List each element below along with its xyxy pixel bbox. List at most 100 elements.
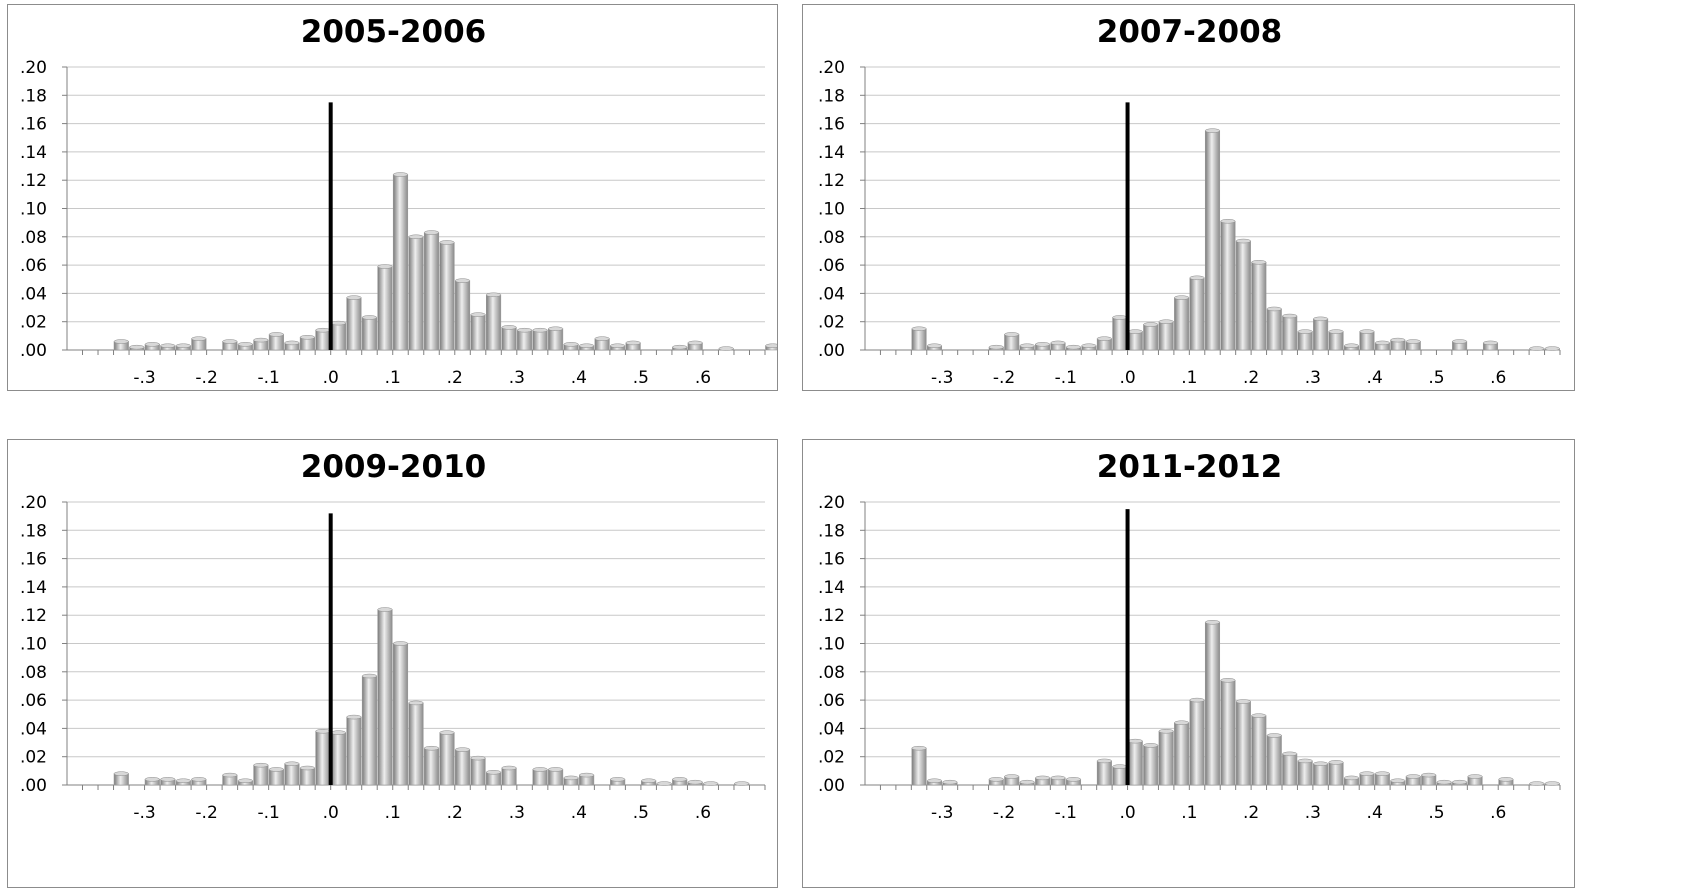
y-tick-label: .16 (20, 550, 47, 570)
y-tick-label: .14 (20, 143, 47, 163)
histogram-bar (517, 329, 533, 351)
bar-cap (1081, 343, 1097, 349)
bar-cap (517, 327, 533, 333)
y-tick-label: .12 (20, 171, 47, 191)
bar-cap (1174, 295, 1190, 300)
bar-cap (1344, 343, 1359, 349)
x-tick-label: .2 (1243, 368, 1259, 388)
bar-cap (1390, 778, 1406, 784)
bar-cap (1205, 620, 1220, 625)
bar-cap (1112, 315, 1128, 320)
bar-cap (1374, 340, 1390, 346)
bar-cap (1359, 771, 1375, 776)
bar-cap (532, 327, 548, 333)
y-tick-label: .16 (818, 550, 845, 570)
bar-cap (1436, 779, 1452, 785)
y-tick-label: .08 (818, 228, 845, 248)
bar-cap (563, 775, 579, 781)
histogram-bar (423, 232, 440, 351)
chart-panel-2007-2008: 2007-2008 .00 .02 .04 .06 .08 .10 .12 .14 .16 .18.… (802, 4, 1575, 391)
x-tick-label: .4 (571, 368, 587, 388)
histogram-bar (1189, 277, 1205, 351)
histogram-bar (1220, 679, 1236, 786)
x-tick-label: .1 (385, 368, 401, 388)
y-tick-label: .00 (20, 341, 47, 361)
histogram-bar (501, 327, 517, 351)
x-tick-label: -.3 (931, 803, 953, 823)
bar-cap (911, 745, 927, 751)
histogram-bar (408, 236, 424, 351)
bar-cap (988, 777, 1004, 782)
histogram-bar (1313, 763, 1329, 786)
y-tick-label: .10 (20, 200, 47, 220)
histogram-bar (532, 329, 548, 351)
histogram-bar (1297, 331, 1313, 351)
y-tick-label: .20 (818, 493, 845, 513)
chart-title: 2011-2012 (1097, 449, 1282, 485)
bar-cap (1096, 336, 1112, 341)
histogram-bar (315, 730, 331, 786)
bar-cap (1405, 774, 1421, 779)
bar-cap (1328, 760, 1344, 765)
bar-cap (1266, 733, 1282, 738)
bar-cap (1235, 699, 1251, 704)
histogram-bar (532, 769, 548, 786)
y-tick-label: .04 (20, 719, 47, 739)
bar-cap (1112, 764, 1128, 769)
bar-cap (1529, 346, 1545, 351)
bar-cap (1096, 758, 1112, 764)
y-tick-label: .20 (20, 58, 47, 78)
bar-cap (1297, 329, 1313, 334)
x-tick-label: -.2 (993, 803, 1015, 823)
histogram-bar (1158, 730, 1174, 786)
histogram-bar (1235, 701, 1251, 786)
histogram-bar (454, 280, 471, 351)
bar-cap (672, 777, 688, 782)
bar-cap (927, 343, 942, 349)
bar-cap (1405, 339, 1421, 344)
y-tick-label: .10 (818, 635, 845, 655)
bar-cap (1127, 738, 1143, 744)
bar-cap (1050, 340, 1066, 346)
histogram-bar (361, 675, 378, 786)
bar-cap (1143, 743, 1159, 748)
bar-cap (734, 781, 750, 786)
histogram-bar (253, 764, 269, 786)
histogram-bar (408, 702, 424, 786)
bar-cap (1344, 775, 1359, 781)
y-tick-label: .14 (20, 578, 47, 598)
histogram-bar (1004, 334, 1020, 351)
bar-cap (1019, 779, 1035, 785)
x-tick-label: .6 (695, 368, 711, 388)
y-tick-label: .16 (818, 115, 845, 135)
bar-cap (1313, 761, 1329, 767)
y-tick-label: .04 (20, 284, 47, 304)
histogram-bar (548, 328, 564, 351)
bar-cap (1251, 713, 1267, 718)
x-tick-label: .4 (1367, 368, 1383, 388)
histogram-bar (1174, 722, 1190, 786)
y-tick-label: .12 (818, 606, 845, 626)
x-tick-label: .0 (323, 803, 339, 823)
bar-cap (548, 326, 564, 332)
histogram-bar (1189, 699, 1205, 786)
bar-cap (408, 234, 424, 240)
x-tick-label: -.2 (993, 368, 1015, 388)
bar-cap (501, 325, 517, 330)
histogram-bar (1266, 735, 1282, 786)
x-tick-label: .4 (1367, 803, 1383, 823)
histogram-bar (1328, 331, 1344, 351)
chart-title: 2009-2010 (301, 449, 486, 485)
histogram-bar (1235, 240, 1251, 351)
bar-cap (377, 607, 393, 612)
bar-cap (765, 343, 777, 349)
y-tick-label: .08 (818, 663, 845, 683)
x-tick-label: .6 (1490, 803, 1506, 823)
bar-cap (470, 312, 486, 317)
bar-cap (1544, 346, 1560, 351)
bar-cap (1359, 329, 1375, 334)
x-tick-label: .2 (447, 803, 463, 823)
bar-cap (1251, 260, 1267, 265)
histogram-bar (454, 749, 471, 786)
histogram-bar (1282, 315, 1298, 351)
